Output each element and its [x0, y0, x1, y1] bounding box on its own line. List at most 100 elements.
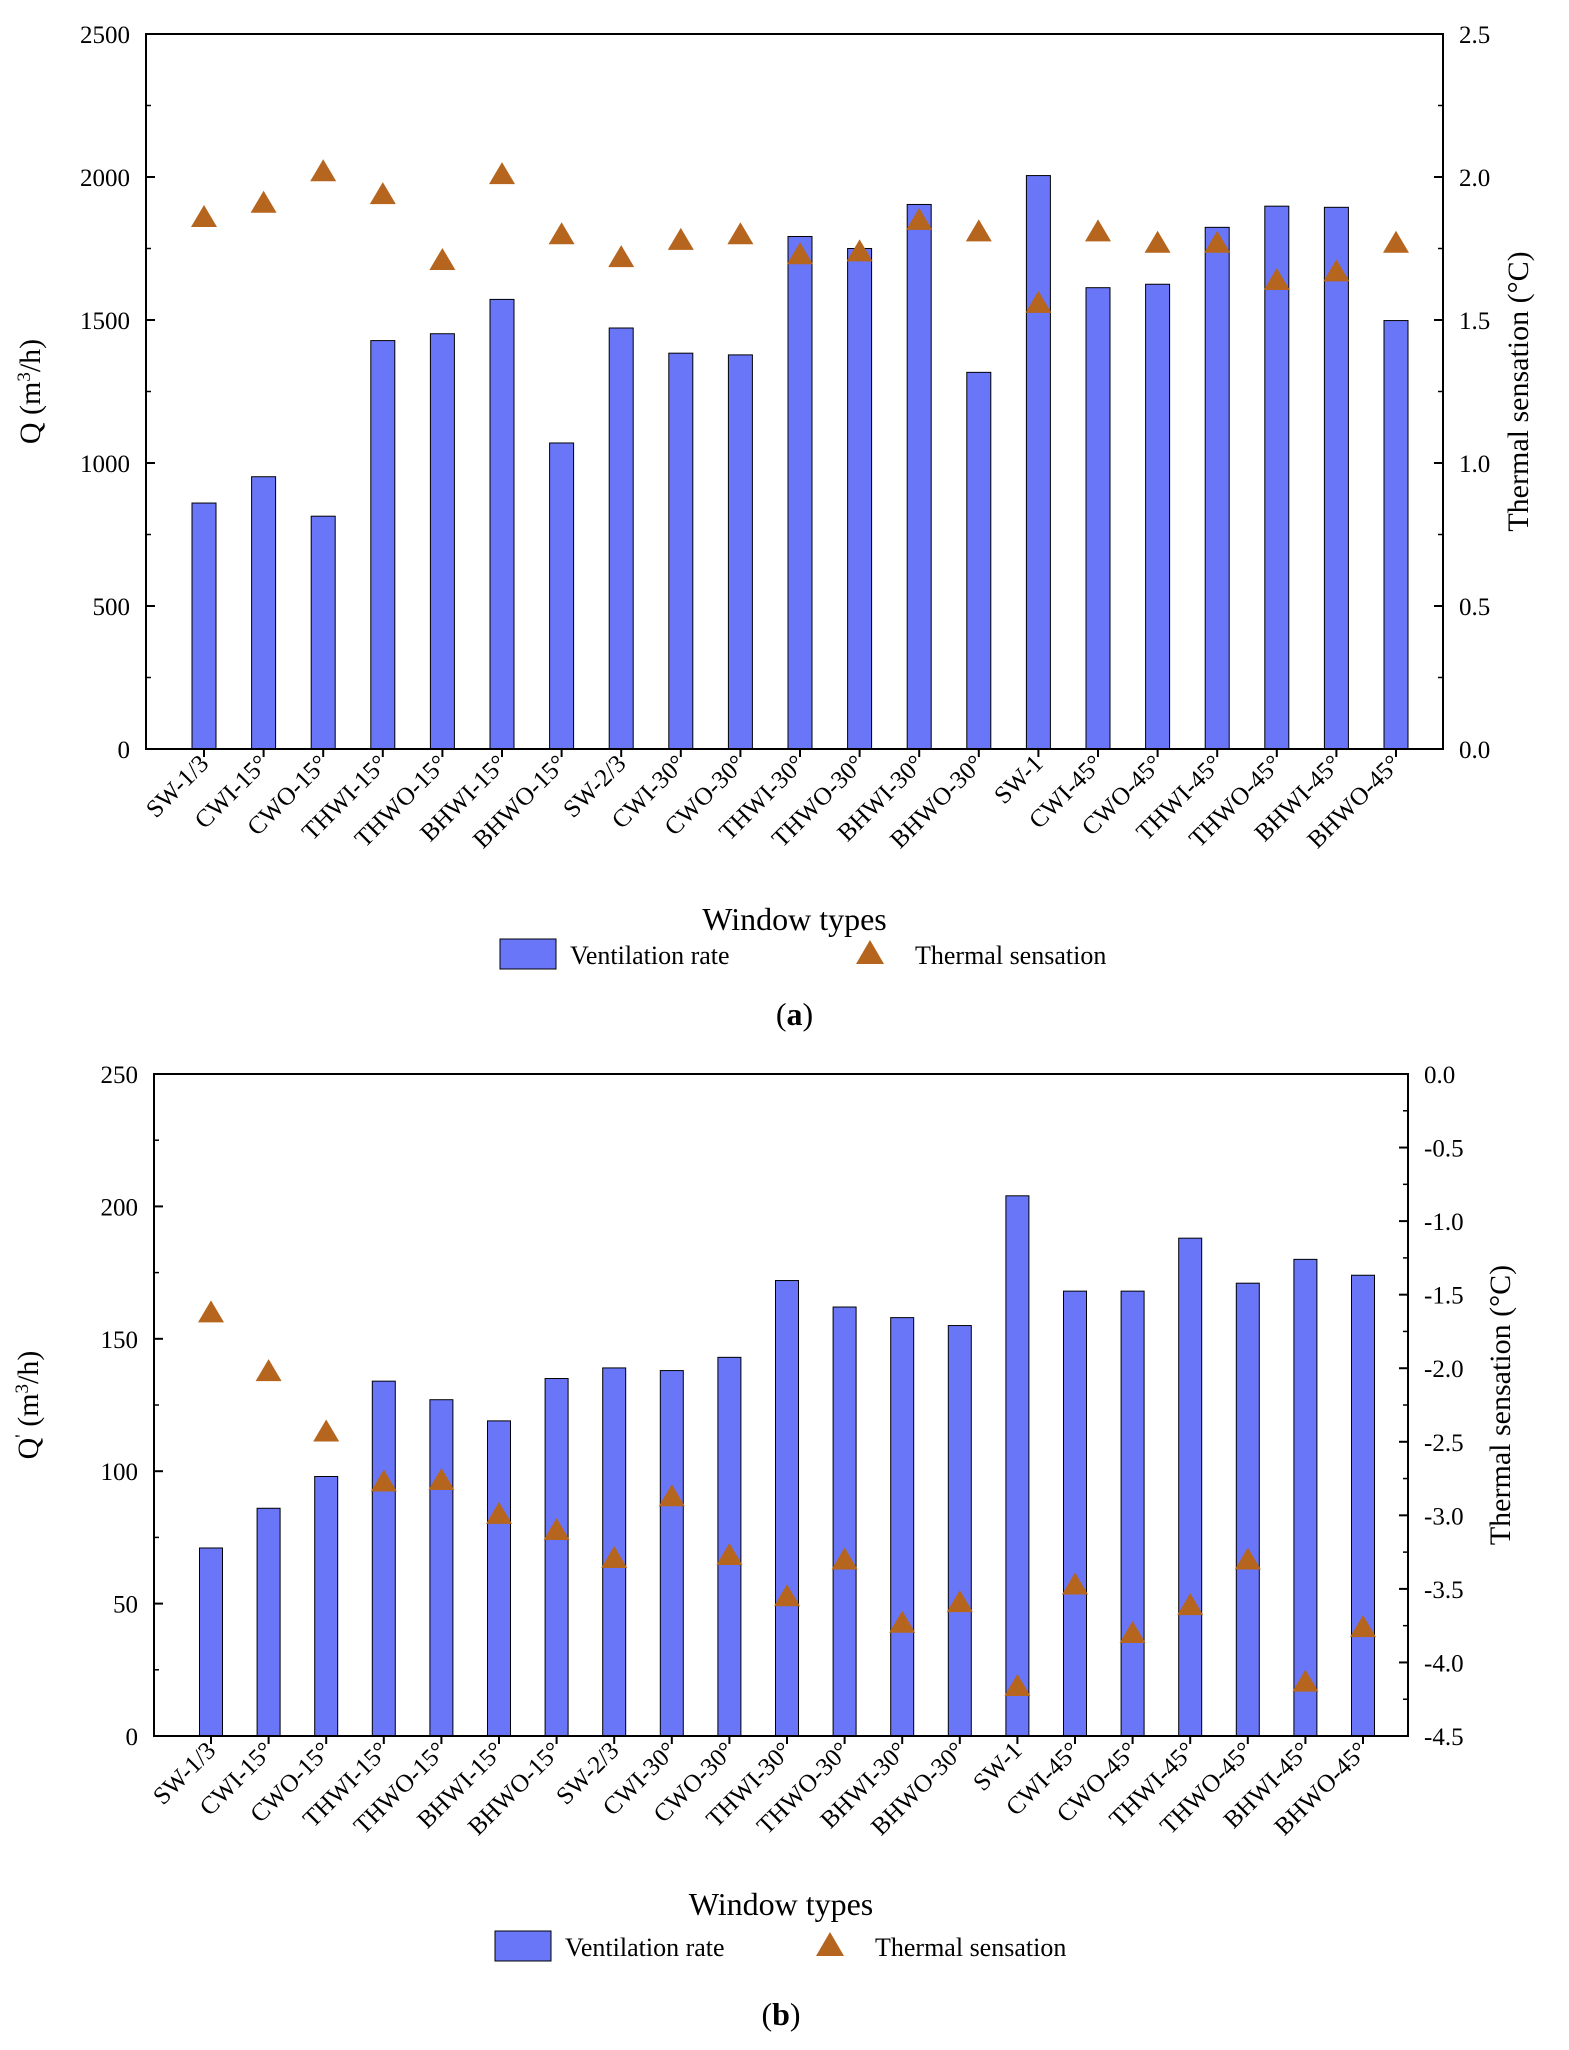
- y-label-part: /h): [12, 1351, 45, 1384]
- right-tick-label: 1.0: [1459, 451, 1490, 478]
- marker-BHWO-45°: [1383, 230, 1409, 253]
- caption-letter: b: [772, 1996, 790, 2032]
- y-label-part: /h): [14, 339, 47, 372]
- left-tick-label: 1500: [80, 308, 130, 335]
- left-tick-label: 250: [101, 1062, 139, 1089]
- x-axis-label: Window types: [689, 1886, 873, 1922]
- marker-SW-1/3: [191, 205, 217, 228]
- legend-marker-thermal: [856, 940, 884, 964]
- bar-SW-2/3: [608, 327, 634, 750]
- panel-caption: (b): [761, 1996, 800, 2032]
- bar-BHWO-45°: [1351, 1274, 1375, 1737]
- bar-THWI-15°: [371, 1380, 396, 1737]
- marker-CWO-45°: [1144, 230, 1171, 253]
- marker-SW-1: [1025, 290, 1052, 313]
- bar-SW-1: [1025, 175, 1051, 750]
- right-tick-label: -2.5: [1424, 1430, 1464, 1457]
- bar-BHWI-15°: [489, 298, 515, 750]
- bar-BHWO-30°: [966, 371, 992, 750]
- bar-CWI-45°: [1063, 1290, 1087, 1737]
- bar-SW-1/3: [199, 1547, 223, 1737]
- right-tick-label: -1.5: [1424, 1283, 1464, 1310]
- left-tick-label: 200: [101, 1194, 139, 1221]
- marker-CWO-15°: [310, 159, 337, 182]
- marker-CWO-30°: [727, 222, 754, 245]
- marker-BHWO-15°: [548, 222, 575, 245]
- y-axis-label-left: Q (m3/h): [14, 339, 48, 444]
- bar-BHWI-15°: [487, 1420, 511, 1737]
- legend: Ventilation rate Thermal sensation: [499, 938, 1106, 970]
- bar-THWI-45°: [1178, 1237, 1203, 1737]
- right-tick-label: -0.5: [1424, 1136, 1464, 1163]
- bar-THWI-30°: [787, 235, 813, 750]
- bar-THWI-15°: [370, 340, 396, 750]
- caption-paren: ): [790, 1996, 801, 2032]
- marker-SW-2/3: [608, 245, 635, 268]
- y-label-part: Q: [12, 1437, 45, 1459]
- marker-THWO-15°: [429, 247, 456, 270]
- right-tick-label: -2.0: [1424, 1356, 1464, 1383]
- marker-THWI-15°: [370, 1469, 397, 1492]
- bar-SW-1/3: [191, 502, 217, 750]
- marker-CWO-45°: [1119, 1621, 1146, 1644]
- bar-SW-1: [1005, 1195, 1030, 1737]
- y-label-part: Q (m: [14, 382, 47, 445]
- marker-CWI-30°: [667, 227, 694, 250]
- legend-swatch-ventilation: [499, 938, 557, 970]
- bar-CWI-30°: [668, 352, 694, 750]
- marker-THWI-30°: [787, 242, 813, 265]
- left-tick-label: 1000: [80, 451, 130, 478]
- marker-CWI-30°: [658, 1484, 685, 1507]
- marker-BHWI-45°: [1323, 259, 1350, 282]
- legend: Ventilation rate Thermal sensation: [494, 1930, 1066, 1962]
- bar-CWI-30°: [659, 1370, 684, 1737]
- right-tick-label: -3.5: [1424, 1577, 1464, 1604]
- bar-CWI-15°: [251, 476, 277, 750]
- x-axis-label: Window types: [702, 901, 886, 937]
- legend-swatch-ventilation: [494, 1930, 552, 1962]
- marker-SW-1/3: [198, 1300, 224, 1323]
- bar-THWO-30°: [847, 248, 873, 750]
- marker-THWI-45°: [1204, 230, 1231, 253]
- marker-THWI-30°: [774, 1584, 800, 1607]
- chart-panel-b: 0 50 100 150 200 250 -4.5 -4.0 -3.5 -3.0 -2.5 -2.0 -…: [12, 1062, 1518, 2032]
- marker-THWO-45°: [1234, 1547, 1261, 1570]
- legend-marker-thermal: [816, 1932, 844, 1956]
- y-axis-label-right: Thermal sensation (°C): [1484, 1265, 1517, 1545]
- marker-CWI-45°: [1062, 1572, 1088, 1595]
- bar-BHWO-15°: [544, 1378, 569, 1737]
- marker-BHWI-15°: [486, 1501, 512, 1524]
- marker-BHWI-15°: [489, 162, 515, 185]
- bar-CWI-15°: [256, 1507, 281, 1737]
- marker-CWI-45°: [1085, 219, 1111, 242]
- legend-label-thermal: Thermal sensation: [875, 1933, 1066, 1962]
- right-tick-label: -4.5: [1424, 1724, 1464, 1751]
- bar-THWO-15°: [429, 333, 455, 750]
- bar-BHWI-45°: [1323, 206, 1349, 750]
- bar-BHWO-45°: [1383, 320, 1409, 750]
- bar-CWO-15°: [310, 515, 336, 750]
- legend-label-thermal: Thermal sensation: [915, 941, 1106, 970]
- marker-THWO-30°: [831, 1547, 858, 1570]
- bar-CWO-15°: [314, 1475, 339, 1737]
- caption-paren: ): [803, 996, 814, 1032]
- marker-BHWO-30°: [946, 1590, 973, 1613]
- caption-paren: (: [776, 996, 787, 1032]
- legend-label-ventilation: Ventilation rate: [565, 1933, 725, 1962]
- left-tick-label: 2500: [80, 22, 130, 49]
- marker-CWI-15°: [250, 190, 277, 213]
- chart-panel-a: 050010001500200025000.00.51.01.52.02.5SW…: [14, 22, 1536, 1032]
- marker-SW-2/3: [601, 1545, 628, 1568]
- right-tick-label: -1.0: [1424, 1209, 1464, 1236]
- marker-BHWI-30°: [906, 207, 933, 230]
- left-tick-label: 0: [126, 1724, 139, 1751]
- right-tick-label: 0.0: [1424, 1062, 1455, 1089]
- marker-BHWO-15°: [543, 1518, 570, 1541]
- right-tick-label: 2.5: [1459, 22, 1490, 49]
- marker-BHWI-30°: [889, 1610, 916, 1633]
- right-tick-label: 2.0: [1459, 165, 1490, 192]
- bar-BHWI-45°: [1293, 1258, 1318, 1737]
- marker-BHWO-45°: [1350, 1615, 1376, 1638]
